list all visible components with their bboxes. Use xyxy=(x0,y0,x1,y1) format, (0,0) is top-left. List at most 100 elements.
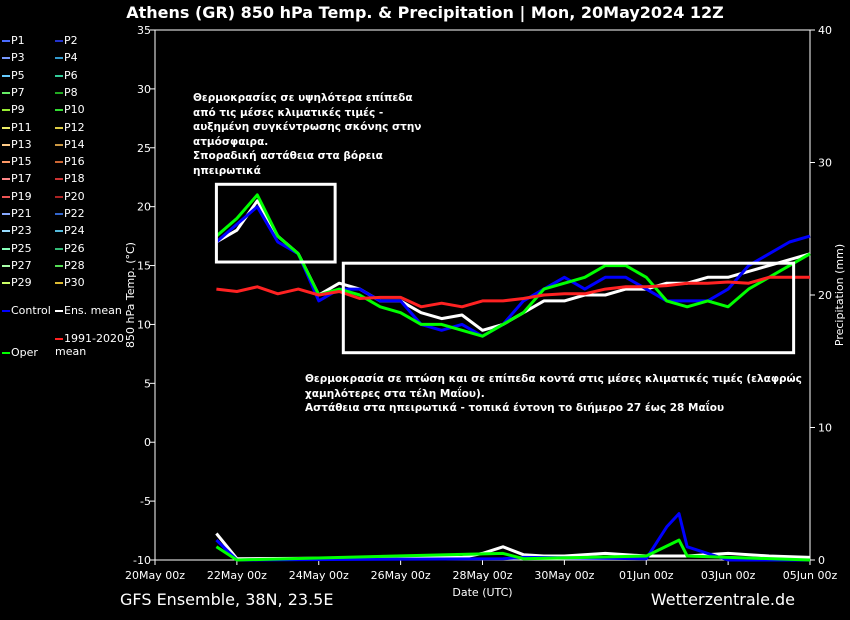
legend-item: Ens. mean xyxy=(55,304,122,318)
legend-swatch xyxy=(55,178,63,181)
legend-swatch xyxy=(2,91,10,94)
legend-item: P15 xyxy=(2,155,32,169)
legend-label: Control xyxy=(11,304,51,317)
legend-swatch xyxy=(55,40,63,42)
y2-tick-label: 10 xyxy=(818,422,832,435)
legend-label: P16 xyxy=(64,155,85,169)
legend-label: P8 xyxy=(64,85,78,99)
footer-source: Wetterzentrale.de xyxy=(650,590,795,609)
legend-swatch xyxy=(2,213,10,215)
legend-label: P26 xyxy=(64,241,85,255)
legend-swatch xyxy=(2,195,10,198)
legend-item: 1991-2020 mean xyxy=(55,332,135,358)
annotation-box xyxy=(341,261,796,355)
temp-series-1991-2020-mean xyxy=(216,275,810,309)
legend-item: P26 xyxy=(55,242,85,256)
legend-swatch xyxy=(55,109,63,112)
legend-label: P11 xyxy=(11,120,32,134)
legend-label: P29 xyxy=(11,276,32,290)
legend-label: P20 xyxy=(64,189,85,203)
legend-item: P1 xyxy=(2,34,25,48)
x-tick-label: 05Jun 00z xyxy=(783,569,838,582)
legend-label: P14 xyxy=(64,137,85,151)
legend-item: P27 xyxy=(2,259,32,273)
legend-item: P14 xyxy=(55,138,85,152)
legend-item: P13 xyxy=(2,138,32,152)
legend-swatch xyxy=(55,195,63,198)
legend-item: Control xyxy=(2,304,51,318)
legend-swatch xyxy=(2,282,10,285)
legend-swatch xyxy=(55,264,63,267)
legend-swatch xyxy=(55,91,63,94)
legend-item: P5 xyxy=(2,69,25,83)
legend-swatch xyxy=(2,178,10,181)
legend-item: P3 xyxy=(2,51,25,65)
x-tick-label: 24May 00z xyxy=(289,569,349,582)
legend-label: P23 xyxy=(11,224,32,238)
legend-item: P2 xyxy=(55,34,78,48)
legend-swatch xyxy=(55,338,63,340)
legend-label: P4 xyxy=(64,51,78,65)
annotation-top-line: από τις μέσες κλιματικές τιμές - xyxy=(193,106,384,119)
legend-swatch xyxy=(2,352,10,354)
annotation-top-line: Θερμοκρασίες σε υψηλότερα επίπεδα xyxy=(193,92,413,104)
legend-label: P21 xyxy=(11,207,32,220)
legend-item: P11 xyxy=(2,121,32,135)
y-tick-label: 0 xyxy=(144,436,151,449)
legend-label: P3 xyxy=(11,51,25,65)
legend-item: P18 xyxy=(55,172,85,186)
annotation-bottom-line: χαμηλότερες στα τέλη Μαΐου). xyxy=(305,387,485,400)
legend-label: P19 xyxy=(11,189,32,203)
annotation-top: Θερμοκρασίες σε υψηλότερα επίπεδα από τις… xyxy=(193,91,421,178)
legend-item: P17 xyxy=(2,172,32,186)
x-tick-label: 01Jun 00z xyxy=(619,569,674,582)
legend-label: Ens. mean xyxy=(64,304,122,317)
legend-item: P7 xyxy=(2,86,25,100)
legend-label: P9 xyxy=(11,103,25,117)
legend-swatch xyxy=(2,310,10,312)
legend-label: P18 xyxy=(64,172,85,186)
legend-item: Oper xyxy=(2,346,38,360)
legend-item: P30 xyxy=(55,276,85,290)
y-tick-label: 35 xyxy=(137,24,151,37)
legend-swatch xyxy=(2,247,10,250)
x-axis-label: Date (UTC) xyxy=(452,586,512,599)
legend-item: P4 xyxy=(55,51,78,65)
y2-axis-label: Precipitation (mm) xyxy=(833,244,846,346)
chart-series xyxy=(215,193,811,562)
annotation-bottom-line: Θερμοκρασία σε πτώση και σε επίπεδα κοντ… xyxy=(305,373,802,385)
x-tick-label: 20May 00z xyxy=(125,569,185,582)
legend-swatch xyxy=(2,143,10,146)
y-tick-label: 30 xyxy=(137,83,151,96)
legend-label: P22 xyxy=(64,207,85,220)
legend-swatch xyxy=(55,310,63,312)
annotation-box xyxy=(214,182,337,264)
legend-swatch xyxy=(2,109,10,112)
legend-label: P24 xyxy=(64,224,85,238)
legend-swatch xyxy=(55,247,63,250)
y-tick-label: -10 xyxy=(133,554,151,567)
legend-label: 1991-2020 mean xyxy=(55,332,124,358)
legend-label: P10 xyxy=(64,103,85,117)
temp-series-oper xyxy=(215,193,811,338)
precip-series-ens-mean xyxy=(215,532,811,561)
y-tick-label: 15 xyxy=(137,260,151,273)
y-tick-label: 20 xyxy=(137,201,151,214)
annotation-top-line: ηπειρωτικά xyxy=(193,164,261,177)
legend-item: P22 xyxy=(55,207,85,221)
legend-item: P29 xyxy=(2,276,32,290)
legend-label: P6 xyxy=(64,68,78,82)
legend-swatch xyxy=(2,161,10,164)
legend-item: P10 xyxy=(55,103,85,117)
y2-tick-label: 0 xyxy=(818,554,825,567)
precip-series-oper xyxy=(215,538,811,562)
legend-item: P21 xyxy=(2,207,32,221)
annotation-top-line: ατμόσφαιρα. xyxy=(193,135,269,148)
x-tick-label: 03Jun 00z xyxy=(701,569,756,582)
legend-swatch xyxy=(55,282,63,285)
legend-label: P1 xyxy=(11,34,25,47)
legend-swatch xyxy=(2,264,10,267)
x-tick-label: 26May 00z xyxy=(371,569,431,582)
chart-axes: -10 -5 0 5 10 15 20 25 30 35 0 10 20 30 40 20May 00z 22M… xyxy=(124,24,846,599)
